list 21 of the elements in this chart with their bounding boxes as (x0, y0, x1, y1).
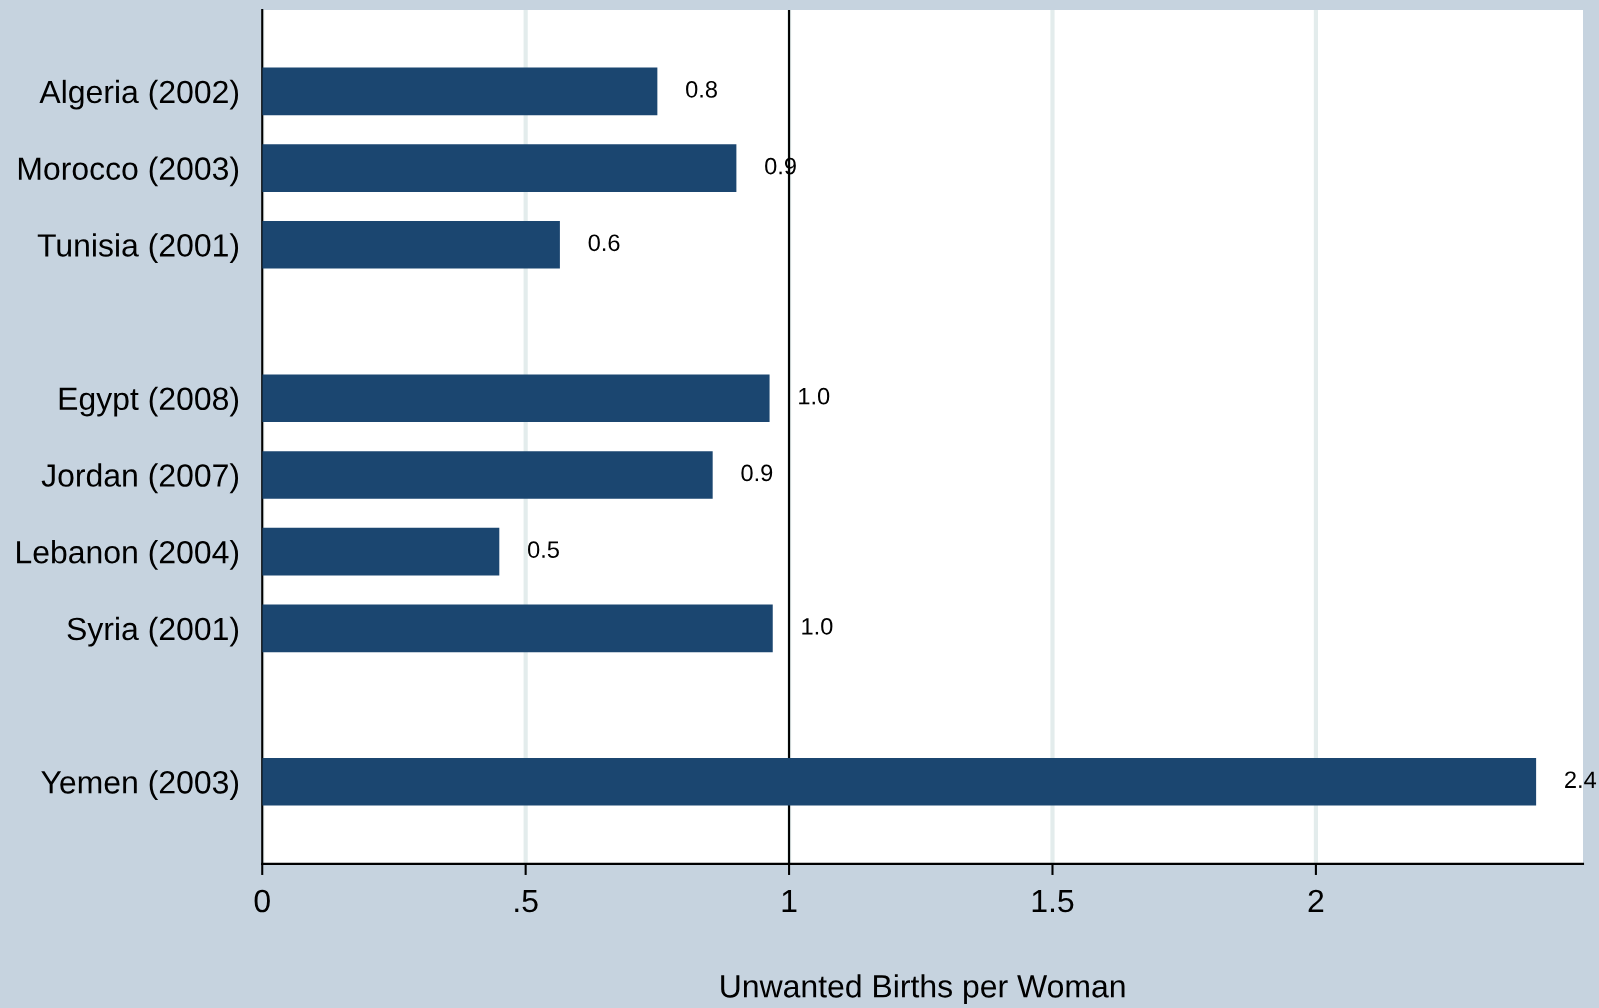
data-label: 0.9 (741, 464, 773, 482)
y-tick-label: Morocco (2003) (18, 156, 239, 187)
data-label: 0.6 (588, 234, 620, 252)
x-tick-label: 0 (254, 889, 270, 913)
y-tick-label: Yemen (2003) (41, 770, 239, 800)
y-tick-label: Algeria (2002) (39, 79, 239, 110)
y-tick-label: Egypt (2008) (59, 386, 239, 417)
x-tick-label: 1.5 (1032, 890, 1074, 913)
data-label: 2.4 (1565, 771, 1597, 788)
data-label: 0.5 (528, 541, 559, 558)
x-tick-label: .5 (515, 890, 538, 913)
y-tick-label: Tunisia (2001) (37, 233, 239, 263)
y-tick-label: Syria (2001) (67, 616, 239, 647)
x-tick-label: 1 (782, 890, 797, 913)
x-axis-title: Unwanted Births per Woman (721, 974, 1125, 1004)
y-tick-label: Jordan (2007) (41, 463, 239, 494)
data-label: 1.0 (802, 617, 833, 635)
y-tick-label: Lebanon (2004) (17, 540, 239, 570)
x-tick-label: 2 (1308, 889, 1324, 913)
data-label: 0.8 (686, 81, 717, 98)
data-label: 1.0 (799, 387, 830, 405)
